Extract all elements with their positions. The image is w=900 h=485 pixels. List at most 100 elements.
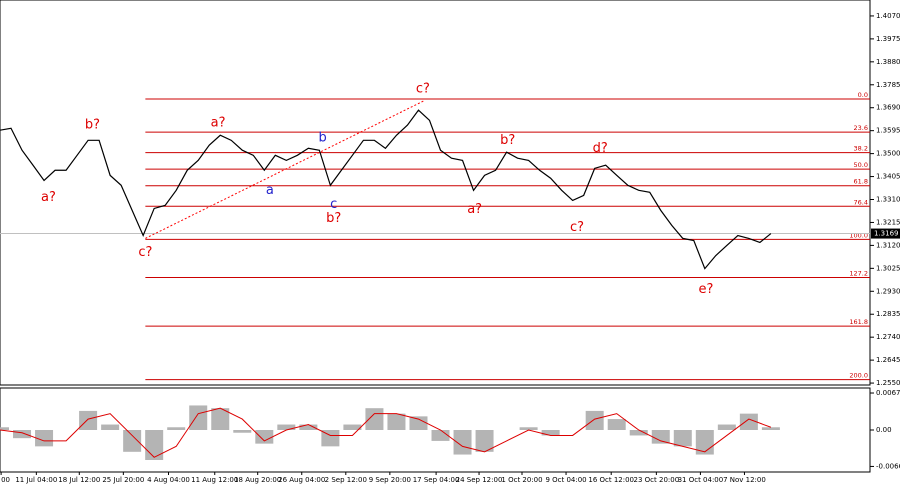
macd-y-tick-label: 0.00678 (876, 389, 900, 397)
x-tick-label: 31 Oct 04:00 (678, 476, 724, 484)
x-tick-label: 9 Sep 20:00 (369, 476, 411, 484)
y-tick-label: 1.2740 (876, 333, 900, 341)
x-tick-label: 9 Oct 04:00 (545, 476, 586, 484)
macd-y-tick-label: -0.00668 (876, 462, 900, 470)
x-tick-label: 11 Aug 12:00 (191, 476, 238, 484)
x-tick-label: 2 Sep 12:00 (325, 476, 367, 484)
x-tick-label: 17 Sep 04:00 (413, 476, 460, 484)
macd-bar (739, 413, 758, 430)
macd-bar (409, 416, 428, 430)
wave-label: a? (211, 116, 226, 131)
fib-label: 200.0 (849, 372, 868, 380)
macd-bar (673, 430, 692, 447)
fib-label: 76.4 (854, 198, 868, 206)
fib-label: 38.2 (854, 145, 868, 153)
macd-bar (79, 410, 98, 430)
macd-bar (475, 430, 494, 452)
wave-label: c (330, 197, 337, 212)
y-tick-label: 1.2645 (876, 356, 900, 364)
x-tick-label: 00 (1, 476, 10, 484)
macd-bar (211, 408, 230, 430)
wave-label: d? (593, 141, 608, 156)
wave-label: e? (698, 282, 713, 297)
macd-bar (431, 430, 450, 441)
macd-bar (629, 430, 648, 436)
macd-bar (585, 410, 604, 430)
wave-label: b? (85, 118, 100, 133)
x-tick-label: 25 Jul 20:00 (102, 476, 144, 484)
fib-label: 50.0 (854, 161, 868, 169)
macd-bar (35, 430, 54, 447)
y-tick-label: 1.3215 (876, 218, 900, 226)
wave-label: a? (41, 190, 56, 205)
macd-bar (321, 430, 340, 447)
x-tick-label: 24 Sep 12:00 (456, 476, 503, 484)
x-tick-label: 18 Jul 12:00 (58, 476, 100, 484)
macd-bar (189, 405, 208, 430)
x-tick-label: 18 Aug 20:00 (234, 476, 281, 484)
y-tick-label: 1.3500 (876, 150, 900, 158)
x-tick-label: 4 Aug 04:00 (147, 476, 190, 484)
macd-bar (233, 430, 252, 433)
macd-bar (0, 427, 9, 430)
macd-bar (607, 419, 626, 430)
x-tick-label: 26 Aug 04:00 (278, 476, 325, 484)
macd-bar (123, 430, 142, 452)
macd-bar (299, 424, 318, 430)
y-tick-label: 1.2835 (876, 310, 900, 318)
fib-label: 0.0 (858, 91, 868, 99)
macd-bar (695, 430, 714, 455)
macd-bar (343, 424, 362, 430)
macd-bar (277, 424, 296, 430)
macd-bar (717, 424, 736, 430)
fib-label: 100.0 (849, 231, 868, 239)
x-tick-label: 1 Oct 20:00 (501, 476, 542, 484)
y-tick-label: 1.3595 (876, 127, 900, 135)
y-tick-label: 1.2550 (876, 379, 900, 387)
wave-label: b? (500, 133, 515, 148)
fib-label: 161.8 (849, 318, 868, 326)
macd-bar (145, 430, 164, 460)
fib-label: 127.2 (849, 270, 868, 278)
y-tick-label: 1.3975 (876, 35, 900, 43)
y-tick-label: 1.3690 (876, 104, 900, 112)
x-tick-label: 16 Oct 12:00 (588, 476, 634, 484)
macd-signal (0, 407, 772, 458)
y-tick-label: 1.3120 (876, 241, 900, 249)
wave-label: c? (570, 220, 584, 235)
macd-bar (541, 430, 560, 436)
fib-label: 61.8 (854, 178, 868, 186)
macd-bar (387, 413, 406, 430)
macd-bar (519, 427, 538, 430)
macd-bar (651, 430, 670, 444)
macd-bar (453, 430, 472, 455)
wave-label: b? (326, 211, 341, 226)
y-tick-label: 1.3025 (876, 264, 900, 272)
last-price-label: 1.3169 (874, 230, 899, 238)
y-tick-label: 1.3310 (876, 196, 900, 204)
macd-bar (365, 408, 384, 430)
macd-bar (761, 427, 780, 430)
macd-bar (101, 424, 120, 430)
y-tick-label: 1.3405 (876, 173, 900, 181)
wave-label: a (266, 183, 274, 198)
wave-label: b (319, 131, 327, 146)
wave-label: c? (138, 245, 152, 260)
macd-bar (13, 430, 32, 439)
y-tick-label: 1.3785 (876, 81, 900, 89)
price-line (0, 109, 772, 270)
x-tick-label: 23 Oct 20:00 (634, 476, 680, 484)
macd-y-tick-label: 0.00 (876, 426, 892, 434)
y-tick-label: 1.3880 (876, 58, 900, 66)
y-tick-label: 1.4070 (876, 12, 900, 20)
macd-bar (167, 427, 186, 430)
x-tick-label: 7 Nov 12:00 (723, 476, 766, 484)
wave-label: a? (467, 202, 482, 217)
macd-bar (255, 430, 274, 444)
wave-label: c? (416, 82, 430, 97)
x-tick-label: 11 Jul 04:00 (15, 476, 57, 484)
last-price-box (871, 228, 900, 239)
fib-label: 23.6 (854, 124, 868, 132)
price-panel (0, 0, 871, 386)
